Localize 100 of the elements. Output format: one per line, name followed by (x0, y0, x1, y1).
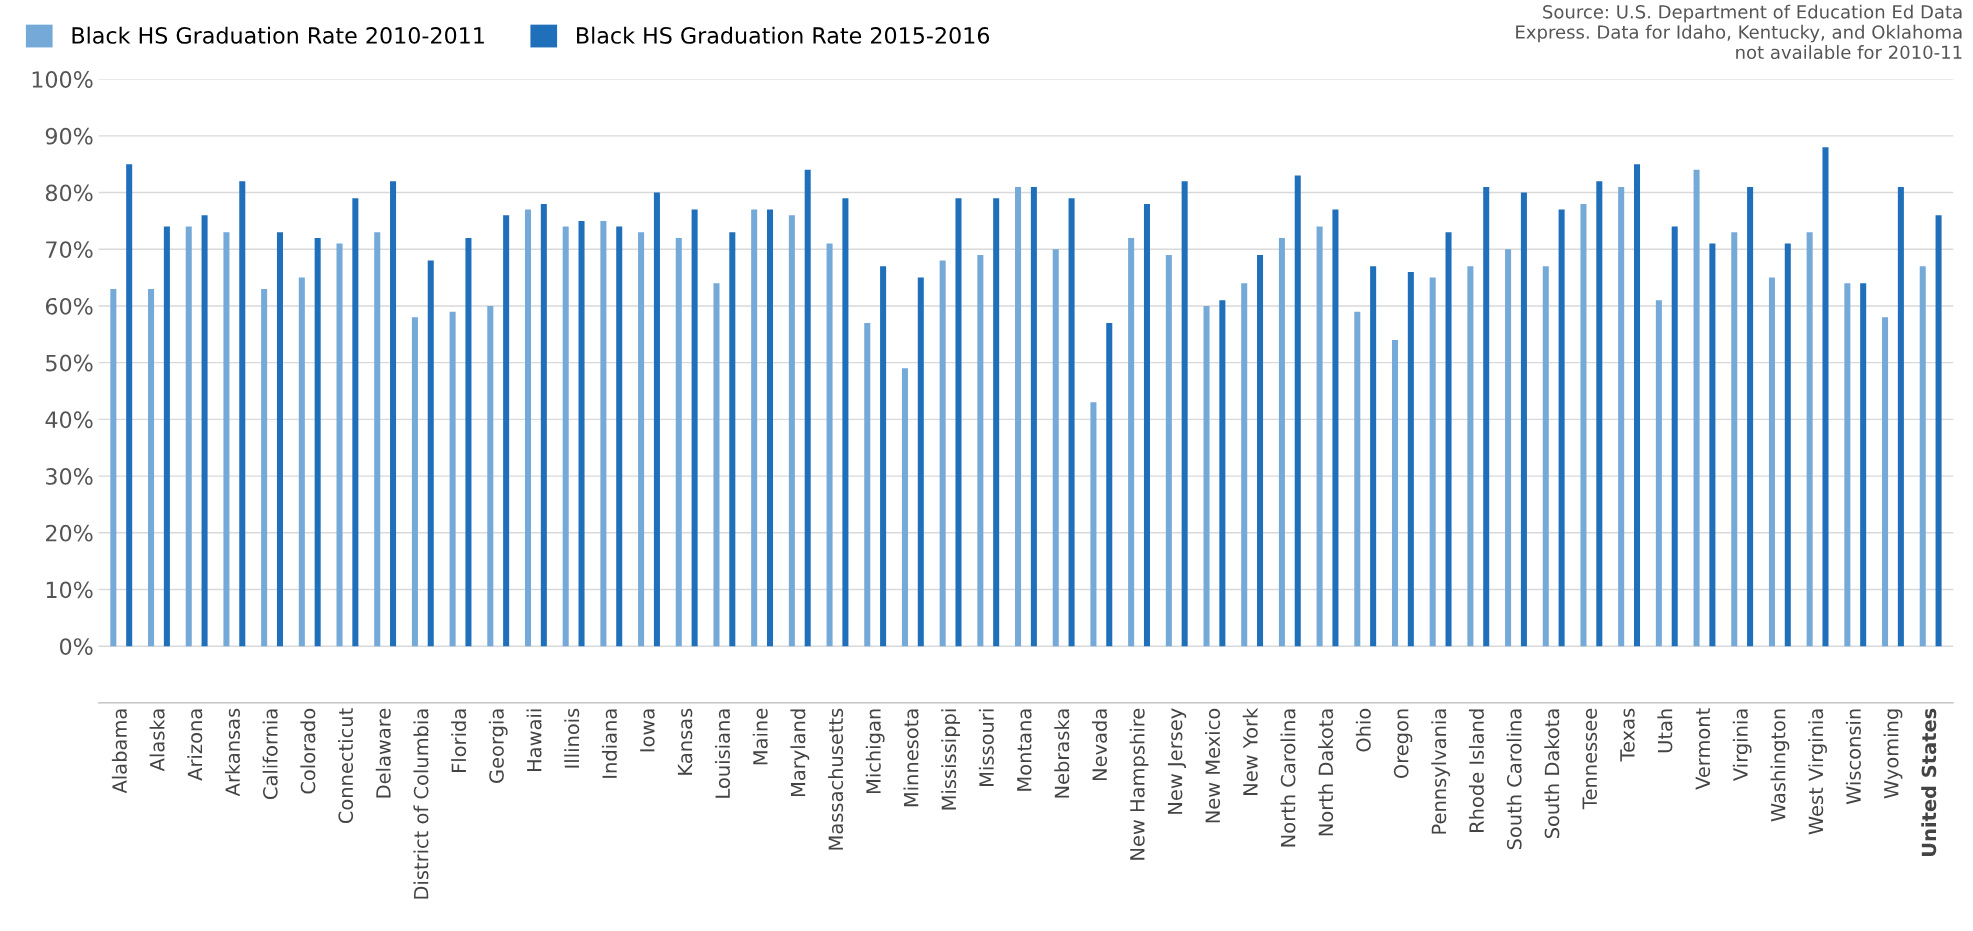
y-tick-label: 30% (46, 468, 93, 485)
bar (562, 226, 569, 647)
y-tick-label: 20% (46, 524, 93, 542)
bar (1693, 169, 1700, 647)
bar (374, 232, 381, 647)
bar (1370, 266, 1377, 647)
bar (1294, 175, 1301, 647)
bar (1731, 232, 1738, 647)
bar (1332, 209, 1339, 647)
x-tick-label: Pennsylvania (1431, 709, 1451, 834)
x-tick-label: Rhode Island (1468, 709, 1484, 832)
bar (1445, 232, 1452, 647)
x-tick-label: Alabama (111, 709, 127, 794)
bar (465, 237, 472, 647)
bar (1520, 192, 1527, 647)
bar (352, 198, 359, 647)
bar (864, 322, 871, 647)
x-tick-label: Maryland (790, 709, 810, 797)
bar (1897, 186, 1904, 647)
x-tick-label: Delaware (375, 708, 391, 798)
bar (578, 220, 585, 647)
bar (1241, 283, 1248, 647)
x-tick-label: Utah (1657, 709, 1673, 753)
bar (616, 226, 623, 647)
bar (1882, 317, 1889, 647)
y-tick-label: 70% (46, 241, 93, 259)
bar (540, 203, 547, 647)
x-tick-label: Georgia (488, 709, 508, 783)
bar (239, 181, 246, 647)
y-tick-label: 100% (32, 71, 93, 88)
bar (1558, 209, 1565, 647)
x-tick-label: New Mexico (1205, 708, 1221, 823)
x-tick-label: Massachusetts (828, 708, 844, 850)
bar (653, 192, 660, 647)
y-tick-label: 50% (46, 354, 93, 372)
x-tick-label: California (262, 709, 278, 800)
x-tick-label: District of Columbia (413, 709, 429, 899)
bar (163, 226, 170, 647)
bar (201, 215, 208, 647)
x-tick-label: North Dakota (1318, 709, 1334, 836)
x-tick-label: Wyoming (1883, 709, 1903, 799)
x-tick-label: South Dakota (1544, 709, 1560, 839)
bar (880, 266, 887, 647)
bar (1090, 402, 1097, 647)
bar (1919, 266, 1926, 647)
bar (1580, 203, 1587, 647)
x-tick-label: Florida (451, 709, 467, 772)
y-tick-label: 80% (45, 184, 93, 202)
bar (1655, 300, 1662, 647)
bar (638, 232, 645, 647)
bar (1165, 254, 1172, 647)
bar (427, 260, 434, 647)
x-tick-label: New York (1242, 707, 1258, 795)
bar (1747, 186, 1754, 647)
bar (804, 169, 811, 647)
bar (600, 220, 607, 647)
bar (1483, 186, 1490, 647)
bar (390, 181, 397, 647)
bar (411, 317, 418, 647)
bar (185, 226, 192, 647)
x-tick-label: Colorado (300, 708, 316, 794)
x-tick-label: Wisconsin (1845, 709, 1861, 805)
bar (1143, 203, 1150, 647)
x-tick-label: Tennessee (1582, 708, 1598, 810)
bar (1181, 181, 1188, 647)
bar (314, 237, 321, 647)
x-tick-label: West Virginia (1808, 709, 1827, 835)
bar (1935, 215, 1942, 647)
x-tick-label: New Jersey (1167, 708, 1187, 814)
y-tick-label: 40% (45, 411, 93, 429)
x-tick-label: Virginia (1732, 709, 1752, 781)
bar (261, 288, 268, 647)
bar (1429, 277, 1436, 647)
bar (1278, 237, 1285, 647)
x-tick-label: South Carolina (1506, 709, 1522, 850)
bar (1860, 283, 1867, 647)
bar (1709, 243, 1716, 647)
bar (1806, 232, 1813, 647)
x-tick-label: Hawaii (526, 709, 542, 772)
x-tick-label: Nebraska (1054, 709, 1070, 798)
x-tick-label: Montana (1017, 709, 1032, 791)
x-tick-label: United States (1921, 708, 1937, 856)
bar (729, 232, 736, 647)
bar (751, 209, 758, 647)
x-tick-label: Illinois (564, 708, 580, 768)
bar (1203, 305, 1210, 647)
bar (503, 215, 510, 647)
x-tick-label: Minnesota (903, 709, 919, 807)
bar (1052, 249, 1059, 647)
x-tick-label: Missouri (978, 709, 994, 786)
bar (1505, 249, 1512, 647)
bar (675, 237, 682, 647)
bar (1015, 186, 1022, 647)
bar (1354, 311, 1361, 647)
bar (917, 277, 924, 647)
bar (1128, 237, 1135, 647)
y-tick-label: 0% (60, 638, 93, 655)
bar (1671, 226, 1678, 647)
x-tick-label: Vermont (1695, 708, 1711, 790)
bar (1633, 164, 1641, 647)
